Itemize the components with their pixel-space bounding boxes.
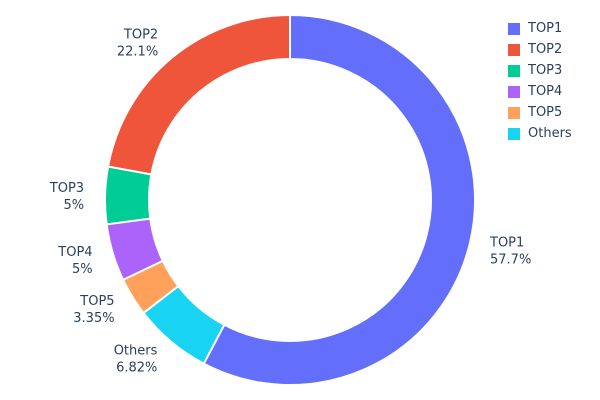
legend-swatch-icon <box>508 23 520 35</box>
pie-slice-top5[interactable] <box>121 259 180 315</box>
legend-item-top4[interactable]: TOP4 <box>508 85 572 99</box>
slice-label-top1: TOP1 57.7% <box>489 236 531 268</box>
legend-label: TOP1 <box>528 21 563 36</box>
legend-swatch-icon <box>508 44 520 56</box>
slice-label-top5: TOP5 3.35% <box>73 294 114 326</box>
legend-item-top3[interactable]: TOP3 <box>508 64 572 78</box>
legend-label: TOP3 <box>528 63 563 78</box>
legend-item-top2[interactable]: TOP2 <box>508 43 572 57</box>
slice-label-others: Others 6.82% <box>114 344 158 376</box>
legend: TOP1 TOP2 TOP3 TOP4 TOP5 Others <box>508 22 572 141</box>
slice-label-top3: TOP3 5% <box>49 181 84 213</box>
legend-swatch-icon <box>508 107 520 119</box>
legend-label: Others <box>528 126 572 141</box>
legend-label: TOP5 <box>528 105 563 120</box>
pie-slice-top1[interactable] <box>202 13 477 386</box>
legend-label: TOP4 <box>528 84 563 99</box>
legend-swatch-icon <box>508 86 520 98</box>
legend-swatch-icon <box>508 128 520 140</box>
legend-item-top1[interactable]: TOP1 <box>508 22 572 36</box>
pie-slice-top2[interactable] <box>106 13 291 176</box>
legend-item-top5[interactable]: TOP5 <box>508 106 572 120</box>
legend-swatch-icon <box>508 65 520 77</box>
legend-label: TOP2 <box>528 42 563 57</box>
pie-slice-others[interactable] <box>142 284 226 366</box>
slice-label-top4: TOP4 5% <box>57 245 92 277</box>
slice-label-top2: TOP2 22.1% <box>117 28 158 60</box>
pie-slice-top3[interactable] <box>104 165 153 226</box>
pie-slice-top4[interactable] <box>105 217 165 282</box>
legend-item-others[interactable]: Others <box>508 127 572 141</box>
